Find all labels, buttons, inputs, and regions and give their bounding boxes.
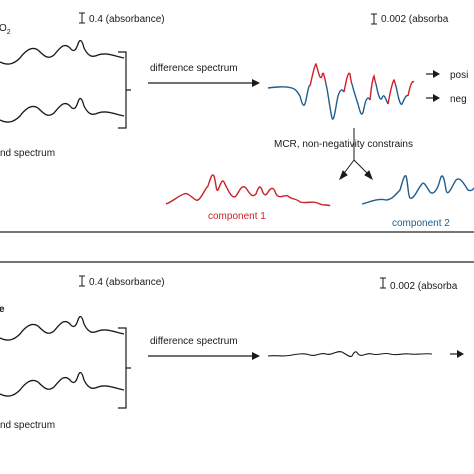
component-1-spectrum xyxy=(165,174,331,207)
difference-spectrum-positive xyxy=(309,62,415,105)
component-1-label: component 1 xyxy=(208,211,266,222)
top-scale-label-right: 0.002 (absorba xyxy=(381,14,449,25)
top-main-arrow-head xyxy=(252,79,260,87)
bottom-main-arrow-head xyxy=(252,352,260,360)
bottom-arrow-label: difference spectrum xyxy=(150,336,238,347)
bottom-panel-label: e xyxy=(0,304,5,315)
component-2-spectrum xyxy=(361,175,474,205)
bottom-spectrum-2 xyxy=(0,371,125,397)
bottom-output-arrow xyxy=(450,350,464,358)
top-scale-bar-left xyxy=(79,12,85,24)
top-arrow-label: difference spectrum xyxy=(150,63,238,74)
top-scale-bar-right xyxy=(371,13,377,25)
bottom-scale-label-left: 0.4 (absorbance) xyxy=(89,277,165,288)
mcr-label: MCR, non-negativity constrains xyxy=(274,139,413,150)
negative-legend-arrow xyxy=(426,94,440,102)
bottom-bracket xyxy=(118,327,131,409)
top-panel-frame xyxy=(0,231,474,233)
component-2-label: component 2 xyxy=(392,218,450,229)
bottom-scale-bar-left xyxy=(79,275,85,287)
bottom-spectrum-1 xyxy=(0,315,125,341)
negative-legend-label: neg xyxy=(450,94,467,105)
bottom-background-label: nd spectrum xyxy=(0,420,55,431)
bottom-difference-spectrum xyxy=(267,351,433,358)
bottom-scale-label-right: 0.002 (absorba xyxy=(390,281,458,292)
mcr-split-arrows xyxy=(339,159,373,181)
positive-legend-arrow xyxy=(426,70,440,78)
bottom-scale-bar-right xyxy=(380,277,386,289)
top-background-label: nd spectrum xyxy=(0,148,55,159)
difference-spectrum-negative xyxy=(267,83,409,120)
top-bracket xyxy=(118,51,131,129)
top-panel-label: O2 xyxy=(0,23,11,36)
top-spectrum-2 xyxy=(0,97,125,123)
top-spectrum-1 xyxy=(0,39,125,65)
bottom-panel-frame xyxy=(0,261,474,263)
positive-legend-label: posi xyxy=(450,70,468,81)
top-scale-label-left: 0.4 (absorbance) xyxy=(89,14,165,25)
